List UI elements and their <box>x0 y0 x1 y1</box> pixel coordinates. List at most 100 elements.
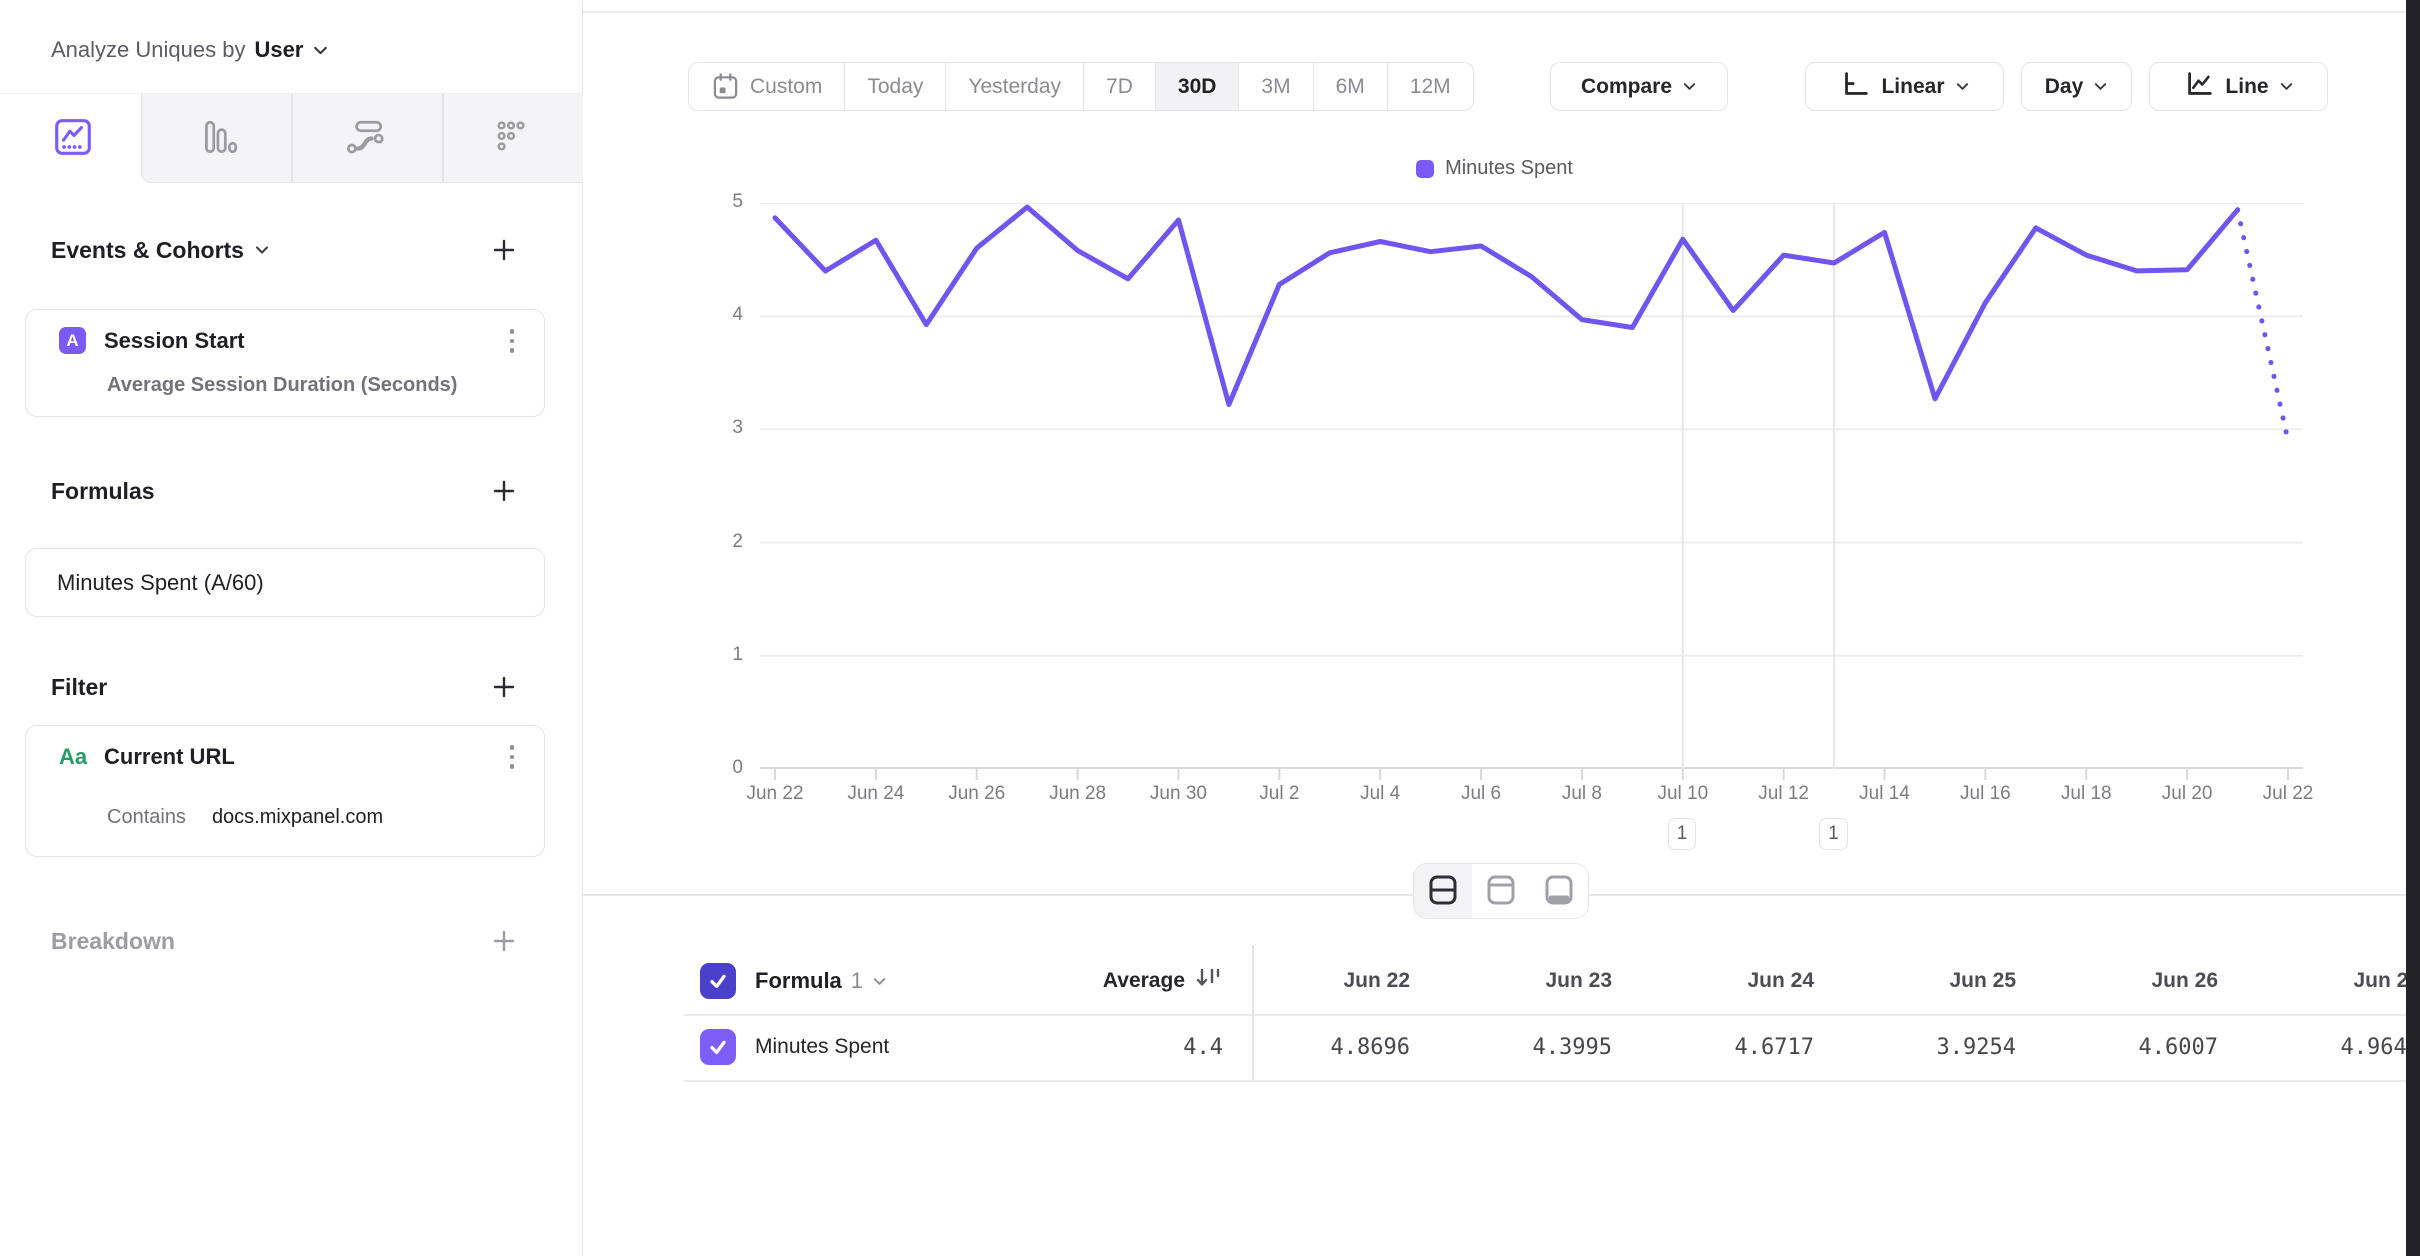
analyze-by-label: Analyze Uniques by <box>51 37 246 62</box>
event-aggregation[interactable]: Average Session Duration (Seconds) <box>107 374 458 396</box>
x-tick-label: Jun 24 <box>847 783 905 804</box>
chevron-down-icon[interactable] <box>254 242 270 258</box>
legend-label: Minutes Spent <box>1445 157 1573 179</box>
select-all-checkbox[interactable] <box>700 963 736 999</box>
filter-title: Filter <box>51 673 108 700</box>
analyze-by-value-dropdown[interactable]: User <box>254 37 304 62</box>
range-3m[interactable]: 3M <box>1238 63 1312 110</box>
table-row-average: 4.4 <box>1183 1034 1223 1060</box>
filter-kebab-menu[interactable] <box>495 740 529 774</box>
x-tick-label: Jul 2 <box>1259 783 1300 804</box>
range-6m[interactable]: 6M <box>1312 63 1387 110</box>
chart-only-view-icon <box>1483 872 1519 911</box>
table-only-view-button[interactable] <box>1530 864 1588 918</box>
axis-scale-button[interactable]: Linear <box>1805 62 2004 111</box>
legend-item-minutes-spent[interactable]: Minutes Spent <box>583 157 2406 180</box>
chart-only-view-button[interactable] <box>1472 864 1530 918</box>
formula-card[interactable]: Minutes Spent (A/60) <box>25 548 545 617</box>
x-tick-label: Jun 26 <box>948 783 1006 804</box>
add-filter-button[interactable] <box>487 670 521 704</box>
chevron-down-icon <box>1955 79 1970 94</box>
query-builder-sidebar: Analyze Uniques by User <box>0 0 583 1256</box>
y-tick-label: 3 <box>732 417 743 439</box>
view-layout-toggle <box>1413 863 1589 919</box>
linear-scale-icon <box>1839 68 1871 106</box>
range-30d[interactable]: 30D <box>1154 63 1239 110</box>
split-view-icon <box>1425 872 1461 911</box>
x-tick-label: Jul 4 <box>1360 783 1401 804</box>
annotation-badge[interactable]: 1 <box>1667 818 1697 850</box>
x-tick-label: Jun 22 <box>746 783 804 804</box>
date-cell-value: 4.9640 <box>2340 1034 2406 1060</box>
tab-line-chart[interactable] <box>0 94 146 184</box>
top-divider <box>0 11 2406 13</box>
formula-group-dropdown[interactable]: Formula 1 <box>755 948 887 1014</box>
add-formula-button[interactable] <box>487 474 521 508</box>
group-number: 1 <box>850 968 864 993</box>
chart-type-button[interactable]: Line <box>2149 62 2328 111</box>
tab-flow[interactable] <box>292 94 438 184</box>
formulas-section-header: Formulas <box>51 473 521 509</box>
split-view-button[interactable] <box>1414 864 1472 918</box>
y-tick-label: 2 <box>732 530 743 552</box>
filter-operator[interactable]: Contains <box>107 806 186 828</box>
chevron-down-icon <box>1682 79 1697 94</box>
range-custom[interactable]: Custom <box>689 63 844 110</box>
event-kebab-menu[interactable] <box>495 324 529 358</box>
event-card-session-start[interactable]: A Session Start Average Session Duration… <box>25 309 545 417</box>
x-tick-label: Jul 12 <box>1758 783 1809 804</box>
date-column-header[interactable]: Jun 22 <box>1343 969 1410 992</box>
tab-bar-chart[interactable] <box>146 94 292 184</box>
date-cell-value: 4.3995 <box>1532 1034 1612 1060</box>
annotation-badge[interactable]: 1 <box>1819 818 1848 850</box>
breakdown-title: Breakdown <box>51 927 175 954</box>
scale-label: Linear <box>1881 74 1945 98</box>
breakdown-section-header: Breakdown <box>51 923 521 959</box>
dark-edge-strip <box>2406 0 2420 1256</box>
date-column-header[interactable]: Jun 24 <box>1747 969 1814 992</box>
filter-value[interactable]: docs.mixpanel.com <box>211 806 384 828</box>
date-cell-value: 4.8696 <box>1330 1034 1410 1060</box>
legend-swatch <box>1416 159 1435 178</box>
granularity-label: Day <box>2044 74 2084 98</box>
date-column-header[interactable]: Jun 27 <box>2353 969 2406 992</box>
x-tick-label: Jul 22 <box>2262 783 2314 804</box>
x-tick-label: Jul 18 <box>2060 783 2112 804</box>
date-column-header[interactable]: Jun 26 <box>2151 969 2218 992</box>
x-tick-label: Jun 28 <box>1049 783 1107 804</box>
y-tick-label: 4 <box>732 304 743 326</box>
flow-icon <box>344 116 386 163</box>
row-checkbox-minutes-spent[interactable] <box>700 1029 736 1065</box>
line-chart[interactable] <box>760 203 2303 783</box>
filter-section-header: Filter <box>51 669 521 705</box>
line-chart-type-icon <box>2183 68 2215 106</box>
granularity-button[interactable]: Day <box>2021 62 2132 111</box>
tab-metrics-grid[interactable] <box>437 94 583 184</box>
chevron-down-icon <box>2279 79 2294 94</box>
x-tick-label: Jul 10 <box>1657 783 1709 804</box>
y-tick-label: 5 <box>732 191 743 212</box>
range-12m[interactable]: 12M <box>1386 63 1473 110</box>
x-tick-label: Jul 16 <box>1960 783 2011 804</box>
string-property-icon: Aa <box>59 744 88 769</box>
sort-descending-icon <box>1195 966 1223 996</box>
compare-button[interactable]: Compare <box>1550 62 1728 111</box>
average-column-header[interactable]: Average <box>963 948 1223 1014</box>
add-event-button[interactable] <box>487 233 521 267</box>
range-yesterday[interactable]: Yesterday <box>945 63 1083 110</box>
average-label: Average <box>1102 969 1185 992</box>
add-breakdown-button[interactable] <box>487 924 521 958</box>
date-column-header[interactable]: Jun 23 <box>1545 969 1612 992</box>
x-tick-label: Jul 6 <box>1460 783 1502 804</box>
formulas-title: Formulas <box>51 477 155 504</box>
filter-card-current-url[interactable]: Aa Current URL Contains docs.mixpanel.co… <box>25 725 545 857</box>
date-column-header[interactable]: Jun 25 <box>1949 969 2016 992</box>
range-7d[interactable]: 7D <box>1083 63 1155 110</box>
range-today[interactable]: Today <box>844 63 945 110</box>
y-tick-label: 0 <box>732 757 743 778</box>
table-date-values: 4.8696 4.3995 4.6717 3.9254 4.6007 4.9640 <box>1208 1014 2406 1080</box>
line-chart-icon <box>52 116 94 163</box>
formula-expression: Minutes Spent (A/60) <box>57 569 264 595</box>
event-letter-badge: A <box>59 327 86 354</box>
